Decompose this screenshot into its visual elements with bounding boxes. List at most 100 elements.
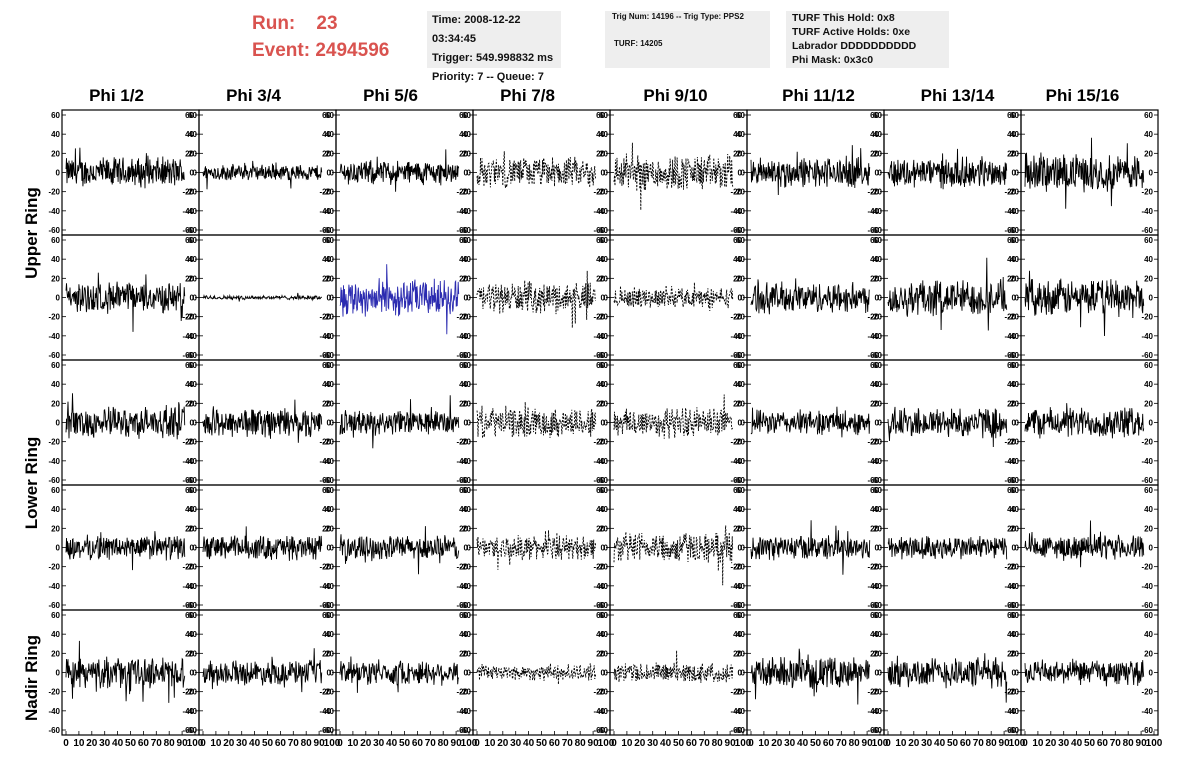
waveform-trace	[65, 272, 186, 332]
y-tick-label: -60	[48, 726, 60, 735]
y-tick-label: -40	[322, 707, 334, 716]
y-tick-label: 60	[733, 111, 742, 120]
y-tick-label: 40	[1010, 255, 1019, 264]
trig-num-text: Trig Num: 14196 -- Trig Type: PPS2	[612, 12, 744, 21]
y-tick-label: -40	[185, 207, 197, 216]
x-tick-label: 100	[187, 738, 204, 749]
y-tick-label: 60	[1010, 611, 1019, 620]
y-tick-label: 40	[185, 380, 194, 389]
y-tick-label: -20	[870, 563, 882, 572]
y-tick-label: -40	[593, 582, 605, 591]
y-tick-label: -20	[867, 688, 879, 697]
y-tick-label: 0	[193, 419, 198, 428]
y-tick-label: -40	[185, 582, 197, 591]
y-tick-label: -20	[1007, 563, 1019, 572]
y-tick-label: 0	[601, 544, 606, 553]
y-tick-label: 0	[467, 544, 472, 553]
y-tick-label: 0	[56, 169, 61, 178]
y-tick-label: 20	[1010, 399, 1019, 408]
y-tick-label: 40	[1007, 380, 1016, 389]
y-tick-label: -60	[48, 226, 60, 235]
y-tick-label: 20	[1010, 649, 1019, 658]
y-tick-label: -40	[1007, 582, 1019, 591]
y-tick-label: 60	[51, 111, 60, 120]
y-tick-label: -40	[319, 707, 331, 716]
y-tick-label: 40	[1007, 505, 1016, 514]
y-tick-label: 40	[873, 630, 882, 639]
y-tick-label: 20	[1007, 274, 1016, 283]
y-tick-label: 60	[459, 111, 468, 120]
y-tick-label: 20	[51, 399, 60, 408]
y-tick-label: 20	[322, 274, 331, 283]
y-tick-label: 60	[1144, 486, 1153, 495]
y-tick-label: -20	[1007, 688, 1019, 697]
y-tick-label: 20	[1007, 399, 1016, 408]
x-tick-label: 30	[510, 738, 522, 749]
y-tick-label: 40	[1010, 630, 1019, 639]
y-tick-label: 20	[733, 274, 742, 283]
y-tick-label: -40	[182, 207, 194, 216]
waveform-trace	[476, 270, 597, 328]
y-tick-label: -60	[319, 601, 331, 610]
y-tick-label: -60	[730, 351, 742, 360]
y-tick-label: 60	[599, 486, 608, 495]
y-tick-label: 40	[185, 630, 194, 639]
y-tick-label: -40	[733, 332, 745, 341]
waveform-trace	[613, 282, 734, 312]
x-tick-label: 20	[223, 738, 235, 749]
y-tick-label: -40	[185, 457, 197, 466]
y-tick-label: 60	[322, 486, 331, 495]
x-tick-label: 20	[360, 738, 372, 749]
y-tick-label: 20	[873, 399, 882, 408]
y-tick-label: 40	[736, 505, 745, 514]
y-tick-label: -60	[593, 601, 605, 610]
x-tick-label: 100	[598, 738, 615, 749]
waveform-trace	[339, 149, 460, 192]
y-tick-label: -60	[733, 351, 745, 360]
y-tick-label: -40	[322, 332, 334, 341]
y-tick-label: 40	[596, 255, 605, 264]
y-tick-label: -40	[733, 582, 745, 591]
x-tick-label: 60	[138, 738, 150, 749]
y-tick-label: 60	[736, 611, 745, 620]
y-tick-label: 20	[599, 524, 608, 533]
y-tick-label: 20	[733, 524, 742, 533]
waveform-trace	[613, 394, 734, 439]
y-tick-label: -60	[733, 476, 745, 485]
y-tick-label: -40	[867, 582, 879, 591]
y-tick-label: -20	[730, 188, 742, 197]
y-tick-label: 0	[467, 419, 472, 428]
y-tick-label: -60	[1007, 226, 1019, 235]
y-tick-label: -40	[596, 207, 608, 216]
y-tick-label: -20	[596, 688, 608, 697]
y-tick-label: -60	[593, 476, 605, 485]
y-tick-label: 0	[604, 169, 609, 178]
y-tick-label: 20	[325, 399, 334, 408]
y-tick-label: 0	[327, 669, 332, 678]
column-header-phi-9-10: Phi 9/10	[643, 86, 708, 105]
y-tick-label: 40	[870, 130, 879, 139]
y-tick-label: 0	[1012, 544, 1017, 553]
y-tick-label: -20	[596, 563, 608, 572]
y-tick-label: 60	[188, 611, 197, 620]
y-tick-label: -20	[319, 563, 331, 572]
y-tick-label: 20	[1007, 524, 1016, 533]
trigger-text: Trigger: 549.998832 ms	[432, 52, 554, 64]
y-tick-label: 40	[599, 630, 608, 639]
y-tick-label: 60	[185, 111, 194, 120]
y-tick-label: 40	[873, 130, 882, 139]
y-tick-label: -40	[319, 457, 331, 466]
y-tick-label: -20	[730, 313, 742, 322]
y-tick-label: 60	[733, 611, 742, 620]
waveform-trace	[202, 648, 323, 693]
y-tick-label: -60	[870, 601, 882, 610]
y-tick-label: -40	[182, 582, 194, 591]
y-tick-label: -60	[459, 601, 471, 610]
y-tick-label: -60	[48, 351, 60, 360]
y-tick-label: 20	[51, 149, 60, 158]
y-tick-label: 0	[56, 294, 61, 303]
y-tick-label: -40	[870, 457, 882, 466]
y-tick-label: 0	[738, 169, 743, 178]
y-tick-label: -40	[456, 582, 468, 591]
y-tick-label: -20	[1004, 688, 1016, 697]
